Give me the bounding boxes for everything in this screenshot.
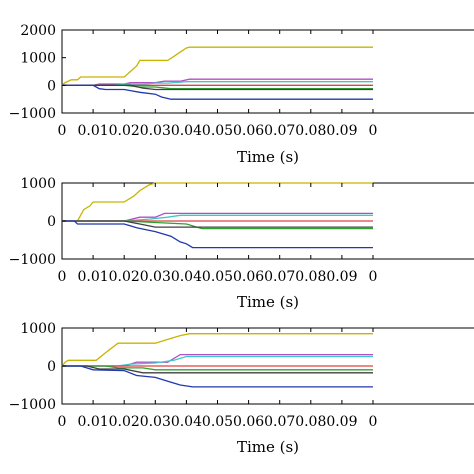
y-tick-label: −1000 — [9, 397, 56, 413]
x-tick-label: 0.07 — [264, 269, 295, 285]
x-tick-label: 0.07 — [264, 414, 295, 430]
y-tick-label: 2000 — [20, 23, 56, 39]
series-line-2 — [62, 212, 373, 222]
x-tick-label: 0 — [369, 123, 378, 139]
x-tick-label: 0.04 — [171, 123, 202, 139]
series-line-3 — [62, 214, 373, 222]
chart-panel-2: 0 0.01 0.02 0.03 0.04 0.05 0.06 0.07 0.08 0.09 0 10… — [9, 176, 474, 311]
x-tick-label: 0.05 — [202, 123, 233, 139]
x-tick-label: 0.05 — [202, 269, 233, 285]
x-tick-label: 0.03 — [140, 269, 171, 285]
series-line-6 — [62, 84, 373, 91]
x-tick-label: 0.03 — [140, 414, 171, 430]
x-tick-label: 0 — [58, 414, 67, 430]
x-tick-label: 0 — [369, 414, 378, 430]
x-tick-label: 0.08 — [295, 414, 326, 430]
x-tick-label: 0 — [58, 123, 67, 139]
x-tick-label: 0.09 — [326, 414, 357, 430]
x-tick-label: 0.01 — [78, 269, 109, 285]
series-line-1 — [61, 46, 373, 86]
x-tick-label: 0 — [369, 269, 378, 285]
series-line-1 — [62, 182, 373, 222]
series-line-7 — [62, 220, 373, 249]
y-tick-label: −1000 — [9, 106, 56, 122]
x-axis-label: Time (s) — [237, 293, 299, 311]
x-tick-label: 0.05 — [202, 414, 233, 430]
x-tick-label: 0.01 — [78, 123, 109, 139]
y-tick-label: 0 — [47, 214, 56, 230]
series-line-7 — [62, 365, 373, 388]
x-axis-label: Time (s) — [237, 148, 299, 166]
x-tick-label: 0.02 — [109, 269, 140, 285]
x-tick-label: 0.07 — [264, 123, 295, 139]
x-tick-label: 0.04 — [171, 414, 202, 430]
x-tick-label: 0 — [58, 269, 67, 285]
y-tick-label: 1000 — [20, 51, 56, 67]
x-tick-label: 0.04 — [171, 269, 202, 285]
y-tick-label: 1000 — [20, 321, 56, 337]
x-tick-label: 0.09 — [326, 269, 357, 285]
x-tick-label: 0.08 — [295, 123, 326, 139]
x-tick-label: 0.01 — [78, 414, 109, 430]
series-line-6 — [62, 220, 373, 228]
x-tick-label: 0.08 — [295, 269, 326, 285]
chart-panel-3: 0 0.01 0.02 0.03 0.04 0.05 0.06 0.07 0.08 0.09 0 10… — [9, 321, 474, 456]
y-tick-label: −1000 — [9, 252, 56, 268]
y-tick-label: 0 — [47, 78, 56, 94]
x-tick-label: 0.06 — [233, 414, 264, 430]
y-tick-label: 1000 — [20, 176, 56, 192]
series-line-1 — [61, 333, 373, 367]
chart-panel-1: 0 0.01 0.02 0.03 0.04 0.05 0.06 0.07 0.08 0.09 0 20… — [9, 23, 474, 166]
x-tick-label: 0.09 — [326, 123, 357, 139]
x-tick-label: 0.06 — [233, 269, 264, 285]
series-line-5 — [62, 365, 373, 371]
series-line-7 — [62, 84, 373, 100]
x-axis-label: Time (s) — [237, 438, 299, 456]
x-tick-label: 0.03 — [140, 123, 171, 139]
y-tick-label: 0 — [47, 359, 56, 375]
x-tick-label: 0.06 — [233, 123, 264, 139]
plot-frame — [61, 29, 474, 114]
x-tick-label: 0.02 — [109, 414, 140, 430]
series-line-3 — [62, 355, 373, 367]
x-tick-label: 0.02 — [109, 123, 140, 139]
